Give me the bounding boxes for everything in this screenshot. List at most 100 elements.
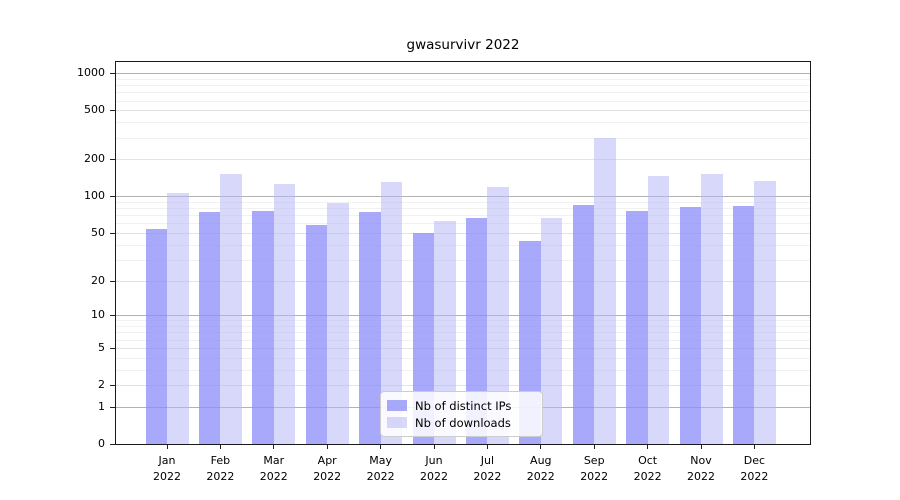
x-tick-year: 2022 [687, 469, 715, 483]
gridline-minor [116, 208, 810, 210]
x-tick-year: 2022 [366, 469, 395, 483]
x-tick-label: Feb 2022 [193, 453, 247, 484]
x-tick-label: Sep 2022 [567, 453, 621, 484]
x-tick-label: Jan 2022 [140, 453, 194, 484]
y-tick-mark [110, 444, 115, 445]
x-tick-year: 2022 [420, 469, 448, 483]
gridline-minor [116, 357, 810, 359]
gridline-major [116, 196, 810, 198]
gridline-secondary [116, 385, 810, 387]
x-tick-month: Nov [690, 454, 712, 467]
x-tick-month: Aug [530, 454, 552, 467]
gridline-secondary [116, 110, 810, 112]
bar-distinct-ips-oct [626, 210, 648, 444]
x-tick-label: Jun 2022 [407, 453, 461, 484]
gridline-secondary [116, 159, 810, 161]
x-tick-mark [593, 445, 595, 449]
y-tick-mark [110, 385, 115, 387]
gridline-secondary [116, 232, 810, 234]
x-tick-year: 2022 [580, 469, 609, 483]
x-tick-mark [273, 445, 275, 449]
bar-downloads-apr [327, 203, 349, 444]
x-tick-month: Jan [158, 454, 176, 467]
bar-downloads-jun [434, 220, 456, 444]
x-tick-year: 2022 [526, 469, 555, 483]
bar-downloads-feb [220, 173, 242, 444]
x-tick-mark [219, 445, 221, 449]
bar-downloads-may [380, 182, 403, 444]
bar-distinct-ips-jan [145, 228, 167, 444]
y-tick-label: 2 [98, 378, 105, 392]
y-tick-label: 1 [98, 399, 105, 413]
chart-title: gwasurvivr 2022 [406, 37, 520, 53]
x-tick-year: 2022 [313, 469, 342, 483]
legend-swatch-distinct-ips [387, 400, 407, 411]
legend-label-distinct-ips: Nb of distinct IPs [415, 398, 512, 413]
y-tick-mark [110, 159, 115, 161]
bar-distinct-ips-mar [252, 210, 274, 444]
bar-downloads-sep [594, 137, 616, 444]
legend-label-downloads: Nb of downloads [415, 415, 511, 430]
gridline-minor [116, 223, 810, 225]
x-tick-label: Nov 2022 [674, 453, 728, 484]
y-tick-label: 20 [91, 273, 105, 287]
gridline-minor [116, 332, 810, 334]
y-tick-label: 200 [84, 152, 105, 166]
gridline-minor [116, 137, 810, 139]
y-tick-label: 1000 [77, 66, 105, 80]
bar-distinct-ips-apr [305, 225, 328, 444]
y-tick-mark [110, 110, 115, 112]
gridline-minor [116, 78, 810, 80]
x-tick-month: Jul [480, 454, 495, 467]
gridline-minor [116, 201, 810, 203]
x-tick-month: Jun [425, 454, 443, 467]
x-tick-year: 2022 [153, 469, 181, 483]
y-tick-mark [110, 73, 115, 75]
x-tick-year: 2022 [259, 469, 288, 483]
x-tick-year: 2022 [206, 469, 235, 483]
y-tick-mark [110, 347, 115, 349]
x-tick-label: Aug 2022 [514, 453, 568, 484]
legend-item-downloads: Nb of downloads [387, 416, 542, 430]
y-tick-mark [110, 280, 115, 282]
gridline-minor [116, 320, 810, 322]
legend-item-distinct-ips: Nb of distinct IPs [387, 399, 542, 413]
y-tick-label: 500 [84, 103, 105, 117]
y-tick-label: 100 [84, 189, 105, 203]
gridline-secondary [116, 347, 810, 349]
x-tick-mark [753, 445, 755, 449]
x-tick-label: Jul 2022 [460, 453, 514, 484]
bar-downloads-jan [167, 193, 189, 444]
gridline-minor [116, 85, 810, 87]
x-tick-mark [380, 445, 382, 449]
gridline-minor [116, 259, 810, 261]
bar-distinct-ips-nov [679, 206, 701, 444]
x-tick-mark [700, 445, 702, 449]
gridline-minor [116, 100, 810, 102]
x-tick-label: Apr 2022 [300, 453, 354, 484]
bar-downloads-jul [487, 187, 509, 444]
bar-downloads-mar [273, 184, 296, 444]
gridline-secondary [116, 280, 810, 282]
y-tick-label: 10 [91, 308, 105, 322]
gridline-minor [116, 369, 810, 371]
bar-downloads-oct [647, 175, 670, 444]
bar-distinct-ips-feb [198, 211, 221, 444]
y-tick-mark [110, 406, 115, 408]
bar-downloads-dec [754, 181, 776, 444]
x-tick-label: Oct 2022 [621, 453, 675, 484]
x-tick-mark [433, 445, 435, 449]
gridline-minor [116, 244, 810, 246]
gridline-minor [116, 92, 810, 94]
x-tick-month: Sep [583, 454, 605, 467]
x-tick-mark [326, 445, 328, 449]
x-tick-year: 2022 [633, 469, 662, 483]
bar-downloads-aug [540, 217, 563, 444]
gridline-minor [116, 215, 810, 217]
x-tick-month: Apr [317, 454, 337, 467]
x-tick-label: Dec 2022 [727, 453, 781, 484]
x-tick-month: May [369, 454, 392, 467]
y-tick-mark [110, 232, 115, 234]
x-tick-label: May 2022 [354, 453, 408, 484]
